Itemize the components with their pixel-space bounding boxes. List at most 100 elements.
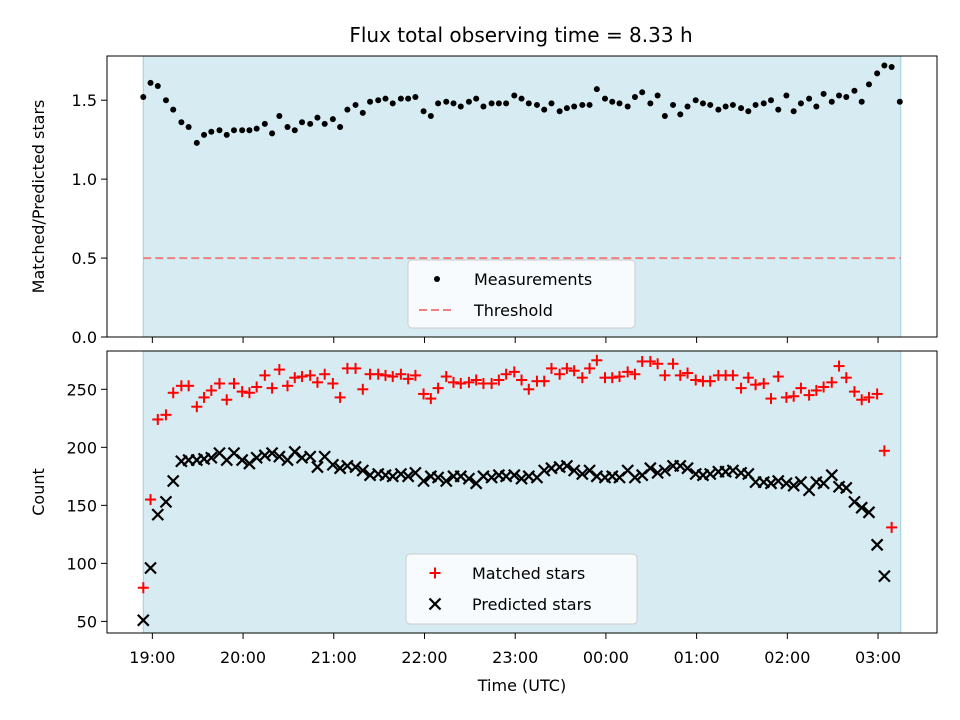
matched-star-point [758,377,770,389]
ratio-panel: 0.0 0.5 1.0 1.5 Matched/Predicted stars Mea… [29,55,938,347]
matched-star-point [652,358,664,370]
matched-star-point [402,373,414,385]
predicted-star-point [401,470,415,483]
predicted-star-point [431,471,445,484]
y-tick-label: 150 [66,496,97,515]
measurement-point [722,103,729,110]
measurement-point [579,101,586,108]
measurement-point [511,92,518,99]
count-panel: 50 100 150 200 250 19:00 20:00 21:00 22:00 23:00… [29,350,938,695]
measurement-point [480,103,487,110]
measurement-point [828,98,835,105]
matched-star-point [357,383,369,395]
measurement-point [208,128,215,135]
matched-star-point [440,371,452,383]
measurement-point [503,100,510,107]
x-tick-label: 21:00 [311,648,357,667]
matched-star-point [379,369,391,381]
predicted-star-point [151,508,165,521]
measurement-point [518,95,525,102]
measurement-point [843,94,850,101]
measurement-point [729,101,736,108]
matched-star-point [334,391,346,403]
count-legend: Matched stars Predicted stars [405,553,638,625]
measurement-point [337,124,344,131]
measurement-point [375,97,382,104]
measurement-point [269,130,276,137]
matched-star-point [788,390,800,402]
count-axes-frame [106,350,938,634]
measurement-point [397,95,404,102]
matched-star-point [674,369,686,381]
measurement-point [760,100,767,107]
measurement-point [699,100,706,107]
matched-star-point [622,366,634,378]
matched-star-point [826,376,838,388]
chart-title: Flux total observing time = 8.33 h [349,23,692,47]
predicted-star-point [462,472,476,485]
matched-star-point [568,365,580,377]
matched-star-point [418,388,430,400]
measurement-point [389,100,396,107]
matched-star-point [350,362,362,374]
matched-star-point [259,369,271,381]
measurement-point [321,120,328,127]
measurement-point [223,131,230,138]
measurement-point [443,98,450,105]
matched-star-point [795,382,807,394]
matched-star-point [236,386,248,398]
measurement-point [813,103,820,110]
x-tick-label: 23:00 [492,648,538,667]
measurement-point [465,98,472,105]
matched-star-point [243,387,255,399]
predicted-star-point [644,461,657,475]
measurement-point [692,97,699,104]
matched-star-point [432,382,444,394]
matched-star-point [742,372,754,384]
measurement-point [147,79,154,86]
predicted-star-point [537,464,551,477]
matched-star-point [327,377,339,389]
predicted-star-point [273,450,286,463]
measurement-point [783,92,790,99]
predicted-star-point [764,477,778,490]
predicted-star-point [651,466,664,480]
measurement-point [563,105,570,112]
matched-star-point [810,384,822,396]
predicted-star-point [311,460,324,474]
matched-star-point [735,382,747,394]
matched-star-point [727,369,739,381]
measurement-points [140,62,903,146]
matched-star-point [561,362,573,374]
matched-star-point [137,582,149,594]
measurement-point [684,103,691,110]
predicted-star-point [137,613,150,627]
predicted-star-point [628,471,642,484]
measurement-point [427,112,434,119]
predicted-star-point [356,464,370,477]
legend-box [407,259,636,329]
predicted-star-point [144,561,157,575]
matched-star-point [486,377,498,389]
predicted-star-point [674,459,687,473]
predicted-star-point [394,467,408,481]
ratio-y-ticks: 0.0 0.5 1.0 1.5 [72,91,107,347]
matched-star-point [198,391,210,403]
legend-label: Threshold [473,301,553,320]
measurement-point [677,111,684,118]
measurement-point [593,86,600,93]
x-tick-label: 20:00 [220,648,266,667]
y-tick-label: 100 [66,554,97,573]
measurement-point [881,62,888,69]
predicted-star-point [333,461,347,475]
predicted-star-point [681,461,694,475]
measurement-point [412,94,419,101]
matched-star-point [251,381,263,393]
measurement-point [888,64,895,71]
measurement-point [533,101,540,108]
predicted-star-point [235,453,249,467]
measurement-point [616,100,623,107]
measurement-point [836,92,843,99]
matched-star-point [213,377,225,389]
count-y-axis-label: Count [29,468,48,516]
